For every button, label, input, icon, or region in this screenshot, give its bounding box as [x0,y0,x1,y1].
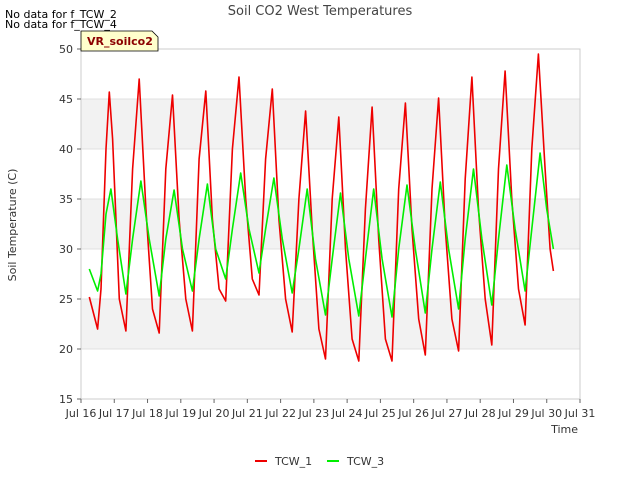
y-tick-label: 35 [59,193,73,206]
y-tick-label: 45 [59,93,73,106]
x-tick-label: Jul 21 [231,407,263,420]
x-tick-label: Jul 27 [431,407,463,420]
series-layer [88,53,555,362]
legend-item-tcw-1: TCW_1 [255,455,312,468]
x-tick-label: Jul 30 [530,407,562,420]
legend-label: TCW_1 [274,455,312,468]
background-band [81,299,580,349]
x-tick-label: Jul 23 [297,407,329,420]
site-label-box: VR_soilco2 [80,30,159,52]
y-axis-label: Soil Temperature (C) [6,169,19,282]
chart-title: Soil CO2 West Temperatures [228,4,413,19]
legend: TCW_1 TCW_3 [255,455,384,468]
y-tick-label: 20 [59,343,73,356]
y-tick-label: 30 [59,243,73,256]
legend-label: TCW_3 [346,455,384,468]
site-label: VR_soilco2 [87,35,153,48]
no-data-message-1: No data for f_TCW_2 [5,8,117,21]
background-band [81,99,580,149]
y-tick-label: 25 [59,293,73,306]
y-tick-label: 50 [59,43,73,56]
x-tick-label: Jul 18 [131,407,163,420]
x-tick-label: Jul 20 [198,407,230,420]
x-tick-label: Jul 31 [564,407,596,420]
x-tick-label: Jul 28 [464,407,496,420]
x-tick-label: Jul 19 [164,407,196,420]
x-tick-label: Jul 16 [65,407,97,420]
x-tick-label: Jul 17 [98,407,130,420]
y-tick-label: 40 [59,143,73,156]
legend-item-tcw-3: TCW_3 [327,455,384,468]
x-axis-label: Time [550,423,578,436]
x-tick-label: Jul 24 [331,407,363,420]
series-line-tcw-3 [88,152,555,318]
no-data-message-2: No data for f_TCW_4 [5,18,117,31]
x-tick-label: Jul 26 [397,407,429,420]
x-axis-ticks: Jul 16 Jul 17 Jul 18 Jul 19 Jul 20 Jul 21 Jul … [65,399,596,420]
x-tick-label: Jul 25 [364,407,396,420]
y-tick-label: 15 [59,393,73,406]
x-tick-label: Jul 22 [264,407,296,420]
plot-frame [80,48,581,400]
x-tick-label: Jul 29 [497,407,529,420]
y-axis-ticks: 15 20 25 30 35 40 45 50 [59,43,81,406]
